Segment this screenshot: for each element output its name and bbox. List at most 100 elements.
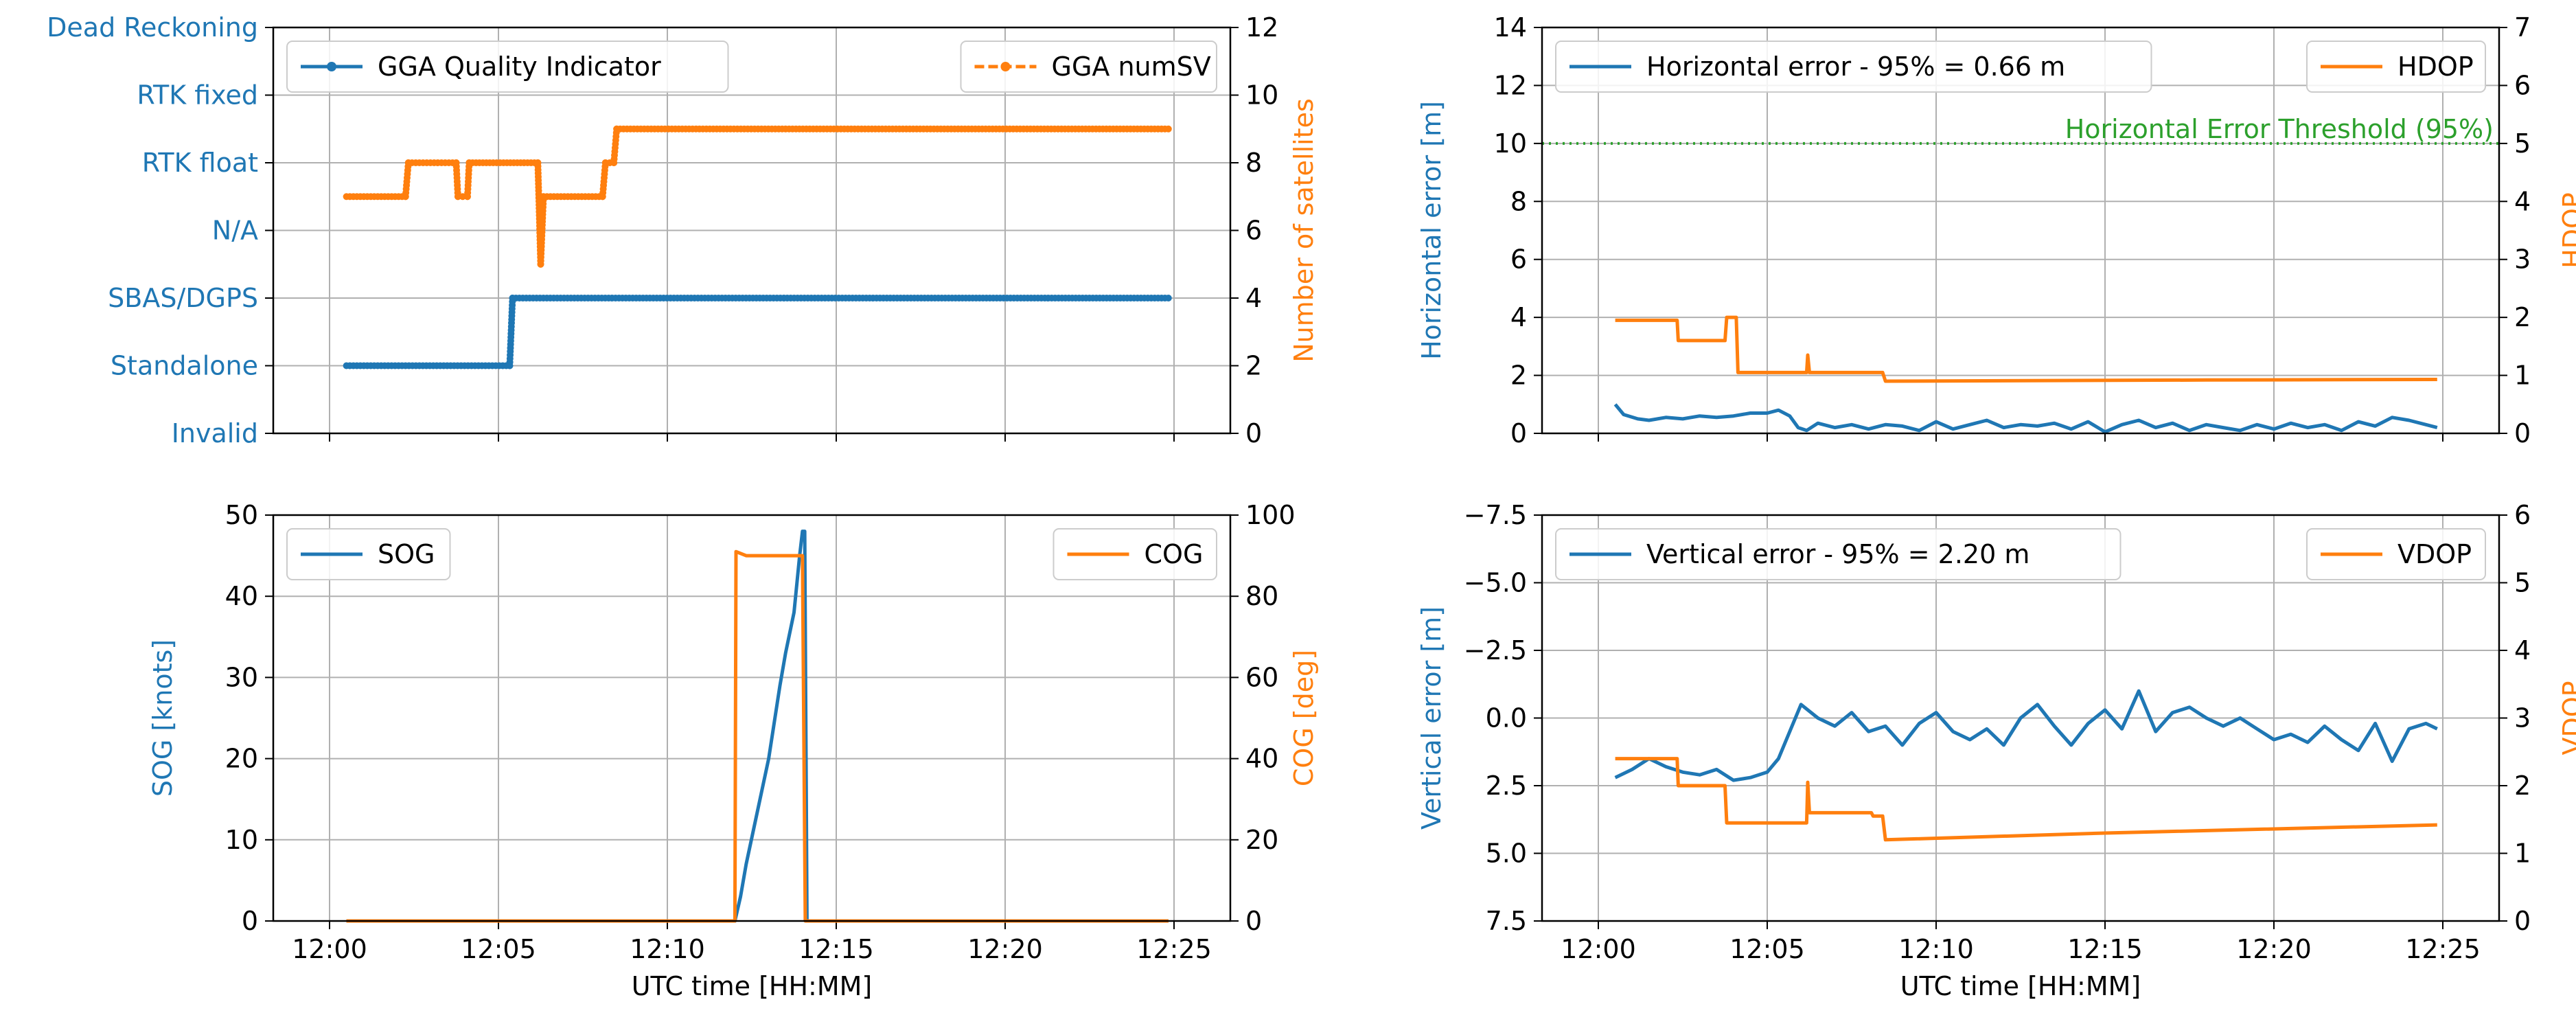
y-tick-label: 0 (242, 906, 258, 936)
y-right-tick-label: 100 (1245, 500, 1296, 530)
legend-label: HDOP (2397, 52, 2474, 82)
y-tick-label: 10 (1494, 128, 1527, 159)
y-right-axis-label: HDOP (2557, 192, 2576, 269)
series-line-cog (346, 549, 1169, 923)
y-right-tick-label: 4 (2514, 635, 2531, 665)
y-tick-label: −7.5 (1464, 500, 1527, 530)
y-tick-label: 30 (225, 662, 258, 692)
y-right-tick-label: 3 (2514, 703, 2531, 733)
y-right-tick-label: 4 (2514, 186, 2531, 216)
y-tick-label: Invalid (172, 418, 258, 448)
y-tick-label: 6 (1510, 244, 1527, 275)
y-axis-label: Horizontal error [m] (1416, 101, 1447, 360)
series-marker (1164, 125, 1172, 133)
y-tick-label: −2.5 (1464, 635, 1527, 665)
legend-box (2306, 528, 2486, 580)
y-tick-label: 5.0 (1486, 839, 1527, 869)
axes-frame (272, 26, 1232, 435)
y-tick-label: Standalone (111, 351, 258, 381)
x-tick-label: 12:25 (1136, 934, 1212, 964)
y-right-tick-label: 12 (1245, 12, 1278, 43)
x-tick-label: 12:05 (461, 934, 536, 964)
series-line-sog (346, 530, 1169, 923)
y-tick-label: 0 (1510, 418, 1527, 448)
legend-marker (1000, 62, 1011, 71)
legend-box (286, 41, 729, 93)
series-marker (1164, 295, 1172, 301)
y-axis-label: SOG [knots] (148, 639, 178, 797)
y-right-tick-label: 0 (2514, 418, 2531, 448)
y-tick-label: 2.5 (1486, 771, 1527, 801)
y-tick-label: 50 (225, 500, 258, 530)
y-tick-label: SBAS/DGPS (108, 283, 258, 313)
y-right-tick-label: 2 (1245, 351, 1262, 381)
legend-label: SOG (378, 539, 435, 569)
legend-label: VDOP (2397, 539, 2472, 569)
series-marker (454, 193, 461, 201)
y-right-tick-label: 8 (1245, 148, 1262, 178)
axes-frame (272, 514, 1232, 922)
x-tick-label: 12:25 (2405, 934, 2481, 964)
y-tick-label: 14 (1494, 12, 1527, 43)
y-tick-label: 7.5 (1486, 906, 1527, 936)
axes-frame (1541, 26, 2500, 435)
y-right-tick-label: 40 (1245, 744, 1278, 774)
legend-label: GGA Quality Indicator (378, 52, 661, 82)
series-line-hdop (1615, 315, 2437, 383)
y-right-axis-label: COG [deg] (1289, 650, 1319, 786)
y-axis-label: Vertical error [m] (1416, 606, 1447, 830)
axes-frame (1541, 514, 2500, 922)
x-axis-label: UTC time [HH:MM] (632, 971, 873, 1001)
y-tick-label: 2 (1510, 361, 1527, 391)
threshold-label: Horizontal Error Threshold (95%) (2065, 114, 2494, 144)
y-right-tick-label: 7 (2514, 12, 2531, 43)
x-axis-label: UTC time [HH:MM] (1900, 971, 2141, 1001)
y-tick-label: −5.0 (1464, 568, 1527, 598)
legend-box (1555, 528, 2121, 580)
y-tick-label: 0.0 (1486, 703, 1527, 733)
y-right-tick-label: 10 (1245, 80, 1278, 111)
y-tick-label: 4 (1510, 302, 1527, 332)
y-right-tick-label: 2 (2514, 771, 2531, 801)
legend-box (1053, 528, 1217, 580)
y-tick-label: 10 (225, 825, 258, 855)
x-tick-label: 12:20 (2236, 934, 2312, 964)
y-right-tick-label: 5 (2514, 128, 2531, 159)
y-right-tick-label: 1 (2514, 361, 2531, 391)
y-right-tick-label: 4 (1245, 283, 1262, 313)
y-tick-label: RTK fixed (137, 80, 258, 111)
y-tick-label: RTK float (142, 148, 258, 178)
y-right-axis-label: Number of satellites (1289, 98, 1319, 363)
x-tick-label: 12:20 (967, 934, 1043, 964)
series-line-vertical-error (1614, 689, 2438, 782)
y-right-tick-label: 0 (1245, 418, 1262, 448)
x-tick-label: 12:15 (2067, 934, 2143, 964)
y-right-tick-label: 80 (1245, 581, 1278, 611)
y-right-tick-label: 2 (2514, 302, 2531, 332)
y-right-tick-label: 0 (1245, 906, 1262, 936)
x-tick-label: 12:15 (798, 934, 874, 964)
x-tick-label: 12:05 (1729, 934, 1805, 964)
y-right-tick-label: 0 (2514, 906, 2531, 936)
x-tick-label: 12:00 (292, 934, 367, 964)
y-right-tick-label: 20 (1245, 825, 1278, 855)
y-tick-label: 20 (225, 744, 258, 774)
legend-box (2306, 41, 2486, 93)
legend-box (1555, 41, 2152, 93)
x-tick-label: 12:00 (1561, 934, 1636, 964)
y-tick-label: Dead Reckoning (47, 12, 258, 43)
x-tick-label: 12:10 (630, 934, 705, 964)
legend-label: Horizontal error - 95% = 0.66 m (1646, 52, 2065, 82)
legend-marker (327, 62, 336, 71)
y-right-tick-label: 3 (2514, 244, 2531, 275)
legend-label: COG (1145, 539, 1204, 569)
y-right-tick-label: 6 (2514, 70, 2531, 100)
x-tick-label: 12:10 (1898, 934, 1974, 964)
y-tick-label: 40 (225, 581, 258, 611)
y-right-tick-label: 5 (2514, 568, 2531, 598)
y-right-axis-label: VDOP (2557, 681, 2576, 755)
series-line-horizontal-error (1613, 403, 2438, 434)
y-tick-label: 12 (1494, 70, 1527, 100)
series-marker (459, 193, 466, 201)
